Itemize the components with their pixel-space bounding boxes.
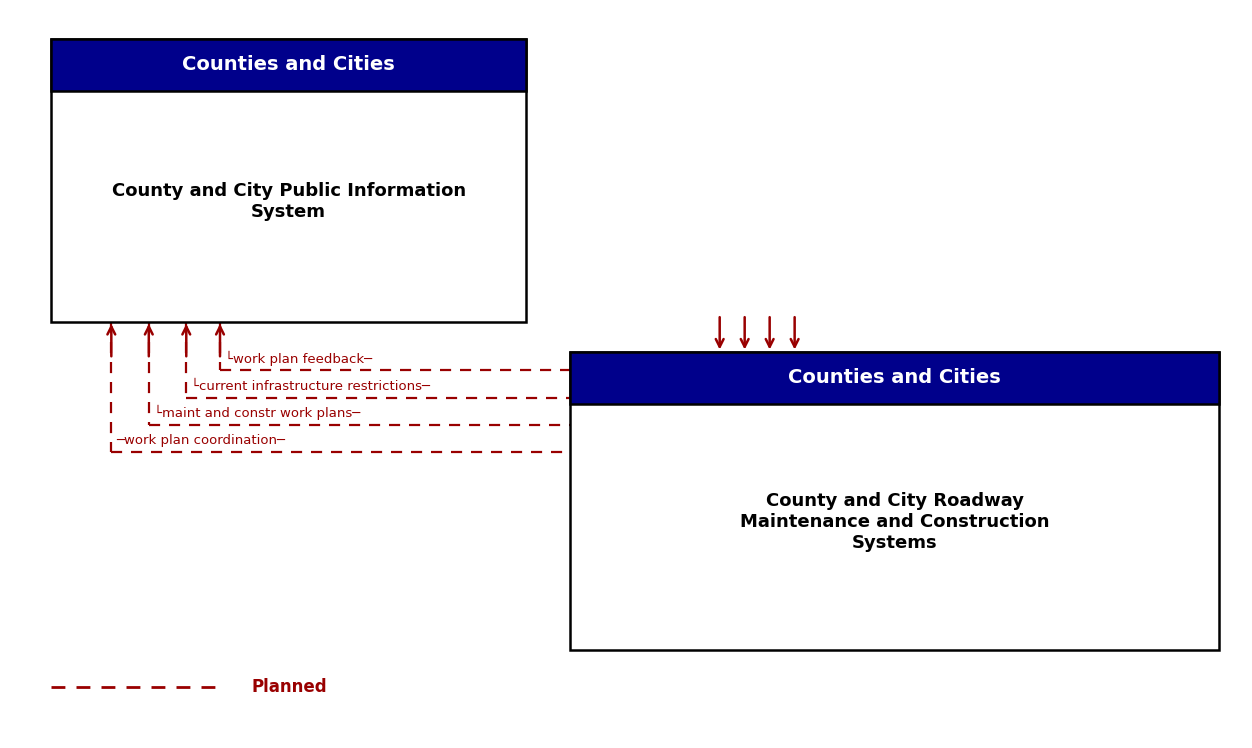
Bar: [51, 39, 526, 322]
Text: ─work plan coordination─: ─work plan coordination─: [116, 434, 285, 447]
Bar: [570, 352, 1219, 650]
Text: County and City Public Information
System: County and City Public Information Syste…: [111, 183, 466, 221]
Bar: [570, 352, 1219, 404]
Text: County and City Roadway
Maintenance and Construction
Systems: County and City Roadway Maintenance and …: [740, 492, 1049, 552]
Text: └work plan feedback─: └work plan feedback─: [225, 351, 372, 366]
Text: Planned: Planned: [252, 678, 327, 696]
Text: └current infrastructure restrictions─: └current infrastructure restrictions─: [192, 381, 431, 393]
Text: Counties and Cities: Counties and Cities: [183, 55, 396, 74]
Text: └maint and constr work plans─: └maint and constr work plans─: [154, 405, 361, 420]
Text: Counties and Cities: Counties and Cities: [789, 368, 1000, 387]
Bar: [51, 39, 526, 91]
